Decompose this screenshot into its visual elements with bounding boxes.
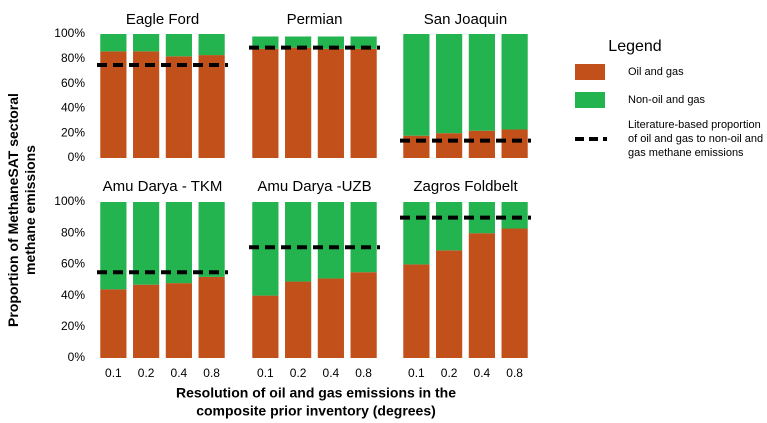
- bar-segment: [468, 34, 495, 131]
- x-tick-label: 0.4: [323, 366, 340, 380]
- bar-segment: [198, 34, 225, 56]
- legend-label: Non-oil and gas: [628, 94, 706, 106]
- bar-segment: [285, 47, 312, 158]
- bar-segment: [100, 289, 127, 358]
- y-axis-label-line: Proportion of MethaneSAT sectoral: [5, 93, 21, 327]
- bar-segment: [468, 130, 495, 158]
- bar-segment: [501, 34, 528, 130]
- legend-label: of oil and gas to non-oil and: [628, 133, 763, 145]
- bar-segment: [436, 202, 463, 251]
- panel-title: Zagros Foldbelt: [413, 178, 518, 195]
- y-tick-label: 0%: [68, 350, 86, 364]
- bar-segment: [317, 48, 344, 158]
- y-tick-label: 60%: [61, 76, 85, 90]
- bar-segment: [468, 233, 495, 358]
- bar-segment: [403, 34, 430, 136]
- bar-segment: [350, 48, 377, 158]
- bar-segment: [100, 34, 127, 52]
- bar-segment: [350, 272, 377, 358]
- bar-segment: [317, 202, 344, 279]
- y-tick-label: 40%: [61, 288, 85, 302]
- x-axis-label: composite prior inventory (degrees): [196, 403, 436, 419]
- y-tick-label: 0%: [68, 150, 86, 164]
- panel-title: Permian: [287, 11, 343, 28]
- x-tick-label: 0.8: [506, 366, 523, 380]
- legend-swatch: [575, 64, 605, 80]
- y-tick-label: 40%: [61, 101, 85, 115]
- bar-segment: [165, 56, 192, 158]
- bar-segment: [165, 283, 192, 358]
- bar-segment: [252, 48, 279, 158]
- y-axis-label: Proportion of MethaneSAT sectoralmethane…: [5, 93, 38, 327]
- bar-segment: [436, 34, 463, 134]
- bar-segment: [198, 55, 225, 158]
- panel-title: Eagle Ford: [126, 11, 199, 28]
- bar-segment: [436, 250, 463, 358]
- y-axis-label-line: methane emissions: [22, 145, 38, 275]
- bar-segment: [165, 34, 192, 57]
- panel-title: San Joaquin: [424, 11, 507, 28]
- x-axis-label: Resolution of oil and gas emissions in t…: [176, 385, 456, 401]
- bar-segment: [501, 228, 528, 358]
- bar-segment: [133, 51, 160, 158]
- bar-segment: [165, 202, 192, 284]
- y-tick-label: 80%: [61, 225, 85, 239]
- bar-segment: [198, 202, 225, 277]
- x-tick-label: 0.2: [138, 366, 155, 380]
- bar-segment: [133, 284, 160, 358]
- y-tick-label: 60%: [61, 257, 85, 271]
- x-tick-label: 0.1: [408, 366, 425, 380]
- legend-label: Oil and gas: [628, 66, 684, 78]
- bar-segment: [133, 34, 160, 52]
- x-tick-label: 0.4: [474, 366, 491, 380]
- bar-segment: [350, 202, 377, 273]
- legend-label: gas methane emissions: [628, 147, 744, 159]
- bar-segment: [198, 276, 225, 358]
- bar-segment: [100, 51, 127, 158]
- legend-title: Legend: [608, 38, 661, 55]
- x-tick-label: 0.4: [171, 366, 188, 380]
- bar-segment: [285, 281, 312, 358]
- bar-segment: [317, 278, 344, 358]
- bar-segment: [403, 202, 430, 265]
- x-tick-label: 0.2: [441, 366, 458, 380]
- x-tick-label: 0.2: [290, 366, 307, 380]
- x-tick-label: 0.8: [355, 366, 372, 380]
- y-tick-label: 100%: [54, 194, 85, 208]
- x-tick-label: 0.1: [105, 366, 122, 380]
- bar-segment: [501, 202, 528, 229]
- y-tick-label: 80%: [61, 51, 85, 65]
- x-tick-label: 0.1: [257, 366, 274, 380]
- bar-segment: [285, 36, 312, 48]
- bar-segment: [501, 129, 528, 158]
- x-tick-label: 0.8: [203, 366, 220, 380]
- panel-title: Amu Darya - TKM: [103, 178, 223, 195]
- bar-segment: [285, 202, 312, 282]
- bar-segment: [252, 295, 279, 358]
- bar-segment: [436, 133, 463, 158]
- bar-segment: [403, 264, 430, 358]
- y-tick-label: 20%: [61, 319, 85, 333]
- y-tick-label: 20%: [61, 125, 85, 139]
- y-tick-label: 100%: [54, 26, 85, 40]
- panel-title: Amu Darya -UZB: [257, 178, 371, 195]
- legend-label: Literature-based proportion: [628, 119, 761, 131]
- bar-segment: [100, 202, 127, 290]
- legend-swatch: [575, 92, 605, 108]
